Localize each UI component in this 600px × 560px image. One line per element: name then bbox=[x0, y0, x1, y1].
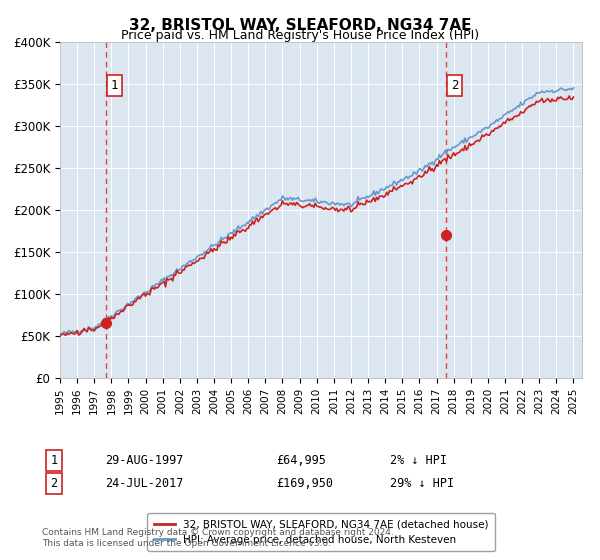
Text: 32, BRISTOL WAY, SLEAFORD, NG34 7AE: 32, BRISTOL WAY, SLEAFORD, NG34 7AE bbox=[129, 18, 471, 33]
Text: 29% ↓ HPI: 29% ↓ HPI bbox=[390, 477, 454, 490]
Text: 1: 1 bbox=[110, 79, 118, 92]
Text: 1: 1 bbox=[50, 454, 58, 467]
Text: 2: 2 bbox=[50, 477, 58, 490]
Text: £169,950: £169,950 bbox=[276, 477, 333, 490]
Text: £64,995: £64,995 bbox=[276, 454, 326, 467]
Text: 2: 2 bbox=[451, 79, 459, 92]
Text: 2% ↓ HPI: 2% ↓ HPI bbox=[390, 454, 447, 467]
Legend: 32, BRISTOL WAY, SLEAFORD, NG34 7AE (detached house), HPI: Average price, detach: 32, BRISTOL WAY, SLEAFORD, NG34 7AE (det… bbox=[148, 513, 494, 551]
Text: Contains HM Land Registry data © Crown copyright and database right 2024.
This d: Contains HM Land Registry data © Crown c… bbox=[42, 528, 394, 548]
Text: 29-AUG-1997: 29-AUG-1997 bbox=[105, 454, 184, 467]
Text: Price paid vs. HM Land Registry's House Price Index (HPI): Price paid vs. HM Land Registry's House … bbox=[121, 29, 479, 42]
Text: 24-JUL-2017: 24-JUL-2017 bbox=[105, 477, 184, 490]
